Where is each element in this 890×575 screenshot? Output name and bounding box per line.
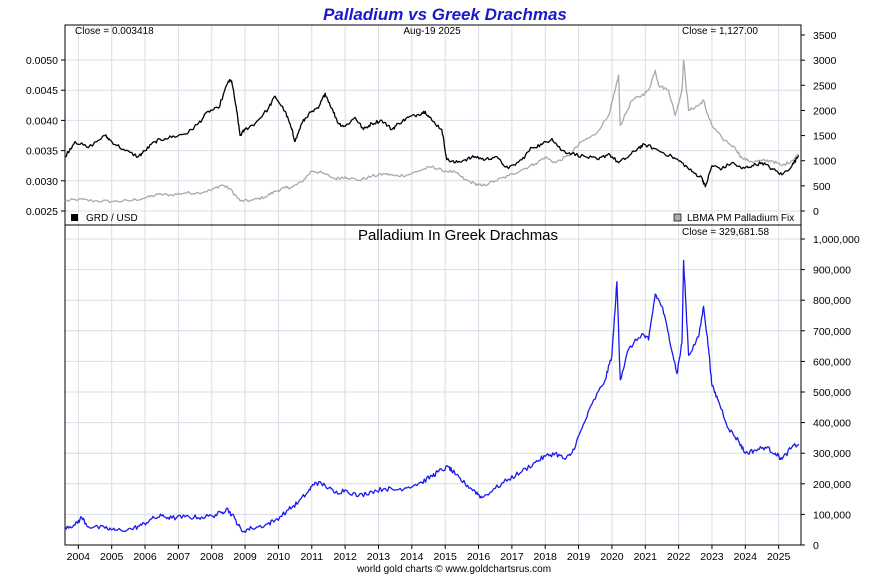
x-tick-label: 2009: [233, 551, 257, 563]
x-tick-label: 2022: [667, 551, 691, 563]
left-tick-label: 0.0035: [26, 146, 58, 158]
x-tick-label: 2008: [200, 551, 224, 563]
series-line-palladium-grd: [64, 259, 800, 533]
right-tick-label: 3500: [813, 30, 837, 42]
bottom-tick-label: 600,000: [813, 356, 851, 368]
top-date: Aug-19 2025: [403, 26, 461, 37]
bottom-subtitle: Palladium In Greek Drachmas: [358, 227, 558, 244]
bottom-tick-label: 900,000: [813, 265, 851, 277]
bottom-tick-label: 0: [813, 540, 819, 552]
x-tick-label: 2017: [500, 551, 524, 563]
chart-title: Palladium vs Greek Drachmas: [323, 5, 567, 24]
x-tick-label: 2016: [467, 551, 491, 563]
left-tick-label: 0.0050: [26, 55, 58, 67]
top-panel-frame: [64, 24, 802, 226]
bottom-panel-frame: [64, 224, 802, 546]
axis-labels: 2004 2005 2006 2007 2008 2009 2010 2011 2012 2013…: [26, 30, 860, 563]
x-tick-label: 2010: [267, 551, 291, 563]
grid-lines: [65, 25, 801, 546]
x-tick-label: 2018: [534, 551, 558, 563]
right-tick-label: 3000: [813, 55, 837, 67]
x-tick-label: 2015: [433, 551, 457, 563]
x-tick-label: 2024: [734, 551, 758, 563]
left-tick-label: 0.0040: [26, 115, 58, 127]
legend-palladium-swatch: [673, 213, 682, 222]
top-close-left: Close = 0.003418: [75, 26, 154, 37]
bottom-tick-label: 100,000: [813, 509, 851, 521]
x-tick-label: 2006: [133, 551, 157, 563]
x-tick-label: 2019: [567, 551, 591, 563]
bottom-tick-label: 300,000: [813, 448, 851, 460]
series-layer: [64, 59, 800, 533]
bottom-tick-label: 400,000: [813, 418, 851, 430]
bottom-tick-label: 1,000,000: [813, 234, 860, 246]
bottom-tick-label: 200,000: [813, 479, 851, 491]
right-tick-label: 0: [813, 206, 819, 218]
legend-grd-swatch: [71, 214, 78, 221]
top-close-right: Close = 1,127.00: [682, 26, 758, 37]
bottom-close: Close = 329,681.58: [682, 227, 769, 238]
x-tick-label: 2025: [767, 551, 791, 563]
x-tick-label: 2013: [367, 551, 391, 563]
right-tick-label: 1000: [813, 156, 837, 168]
series-line-palladium-usd: [64, 59, 800, 204]
x-tick-label: 2011: [300, 551, 323, 563]
bottom-tick-label: 500,000: [813, 387, 851, 399]
x-tick-label: 2005: [100, 551, 124, 563]
series-line-grd-usd: [64, 78, 800, 188]
x-tick-label: 2004: [67, 551, 91, 563]
x-tick-label: 2014: [400, 551, 424, 563]
right-tick-label: 2000: [813, 105, 837, 117]
left-tick-label: 0.0030: [26, 176, 58, 188]
x-tick-label: 2012: [333, 551, 357, 563]
x-tick-label: 2007: [167, 551, 191, 563]
legend-grd-usd: GRD / USD: [86, 213, 138, 224]
bottom-tick-label: 800,000: [813, 295, 851, 307]
right-tick-label: 1500: [813, 131, 837, 143]
right-tick-label: 500: [813, 181, 831, 193]
left-tick-label: 0.0025: [26, 206, 58, 218]
legend-palladium: LBMA PM Palladium Fix: [687, 213, 794, 224]
x-tick-label: 2020: [600, 551, 624, 563]
bottom-tick-label: 700,000: [813, 326, 851, 338]
x-tick-label: 2021: [634, 551, 658, 563]
footer-credit: world gold charts © www.goldchartsrus.co…: [356, 564, 551, 575]
left-tick-label: 0.0045: [26, 85, 58, 97]
x-tick-label: 2023: [700, 551, 724, 563]
right-tick-label: 2500: [813, 80, 837, 92]
